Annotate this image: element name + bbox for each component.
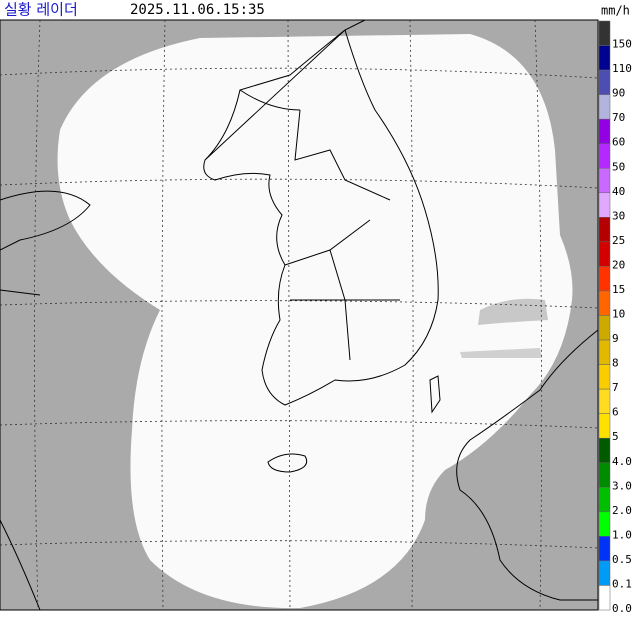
map [0, 19, 599, 611]
legend-swatch [598, 560, 611, 586]
legend-swatch [598, 437, 611, 464]
province-borders [239, 89, 400, 361]
legend-swatch [598, 585, 611, 611]
legend-swatch [598, 217, 611, 243]
china-coast [0, 190, 91, 611]
legend-swatch [598, 143, 611, 169]
legend-swatch [598, 94, 611, 120]
island [429, 375, 441, 414]
legend-swatch [598, 388, 611, 414]
legend-label: 15 [612, 283, 625, 296]
legend-swatch [598, 241, 611, 267]
legend-swatch [598, 266, 611, 292]
legend-swatch [598, 192, 611, 218]
legend-label: 25 [612, 234, 625, 247]
legend: 150 110 90 70 60 50 40 30 25 20 15 10 9 8 7 6 5 4.0 3.0 2.0… [598, 20, 632, 615]
legend-label: 90 [612, 87, 625, 100]
legend-label: 110 [612, 62, 632, 75]
legend-swatch [598, 290, 611, 316]
legend-swatch [598, 69, 611, 95]
legend-label: 50 [612, 160, 625, 173]
graticule [0, 19, 599, 611]
legend-label: 0.1 [612, 577, 632, 590]
legend-label: 10 [612, 308, 625, 321]
legend-swatch [598, 462, 611, 488]
legend-label: 70 [612, 111, 625, 124]
legend-swatch [598, 413, 611, 439]
legend-label: 150 [612, 38, 632, 51]
legend-swatch [598, 118, 611, 144]
timestamp: 2025.11.06.15:35 [130, 2, 265, 18]
legend-swatch [598, 511, 611, 537]
jeju [267, 453, 308, 473]
legend-label: 40 [612, 185, 625, 198]
legend-label: 7 [612, 381, 619, 394]
legend-label: 5 [612, 430, 619, 443]
legend-swatch [598, 315, 611, 341]
legend-label: 1.0 [612, 528, 632, 541]
legend-label: 4.0 [612, 455, 632, 468]
radar-coverage [57, 34, 573, 609]
legend-label: 0.0 [612, 602, 632, 615]
legend-label: 20 [612, 258, 625, 271]
legend-swatch [598, 364, 611, 390]
legend-label: 30 [612, 209, 625, 222]
legend-label: 8 [612, 357, 619, 370]
legend-unit: mm/h [601, 4, 630, 18]
legend-swatch [598, 168, 611, 194]
legend-swatch [598, 20, 611, 46]
legend-label: 3.0 [612, 479, 632, 492]
japan-coast [456, 329, 599, 601]
korea-coast [203, 19, 439, 406]
legend-swatch [598, 536, 611, 562]
title: 실황 레이더 [4, 1, 78, 19]
legend-label: 6 [612, 406, 619, 419]
legend-label: 9 [612, 332, 619, 345]
legend-label: 0.5 [612, 553, 632, 566]
legend-swatch [598, 45, 611, 71]
legend-label: 60 [612, 136, 625, 149]
legend-swatch [598, 487, 611, 513]
legend-swatch [598, 339, 611, 365]
echo-area [460, 348, 542, 358]
legend-label: 2.0 [612, 504, 632, 517]
